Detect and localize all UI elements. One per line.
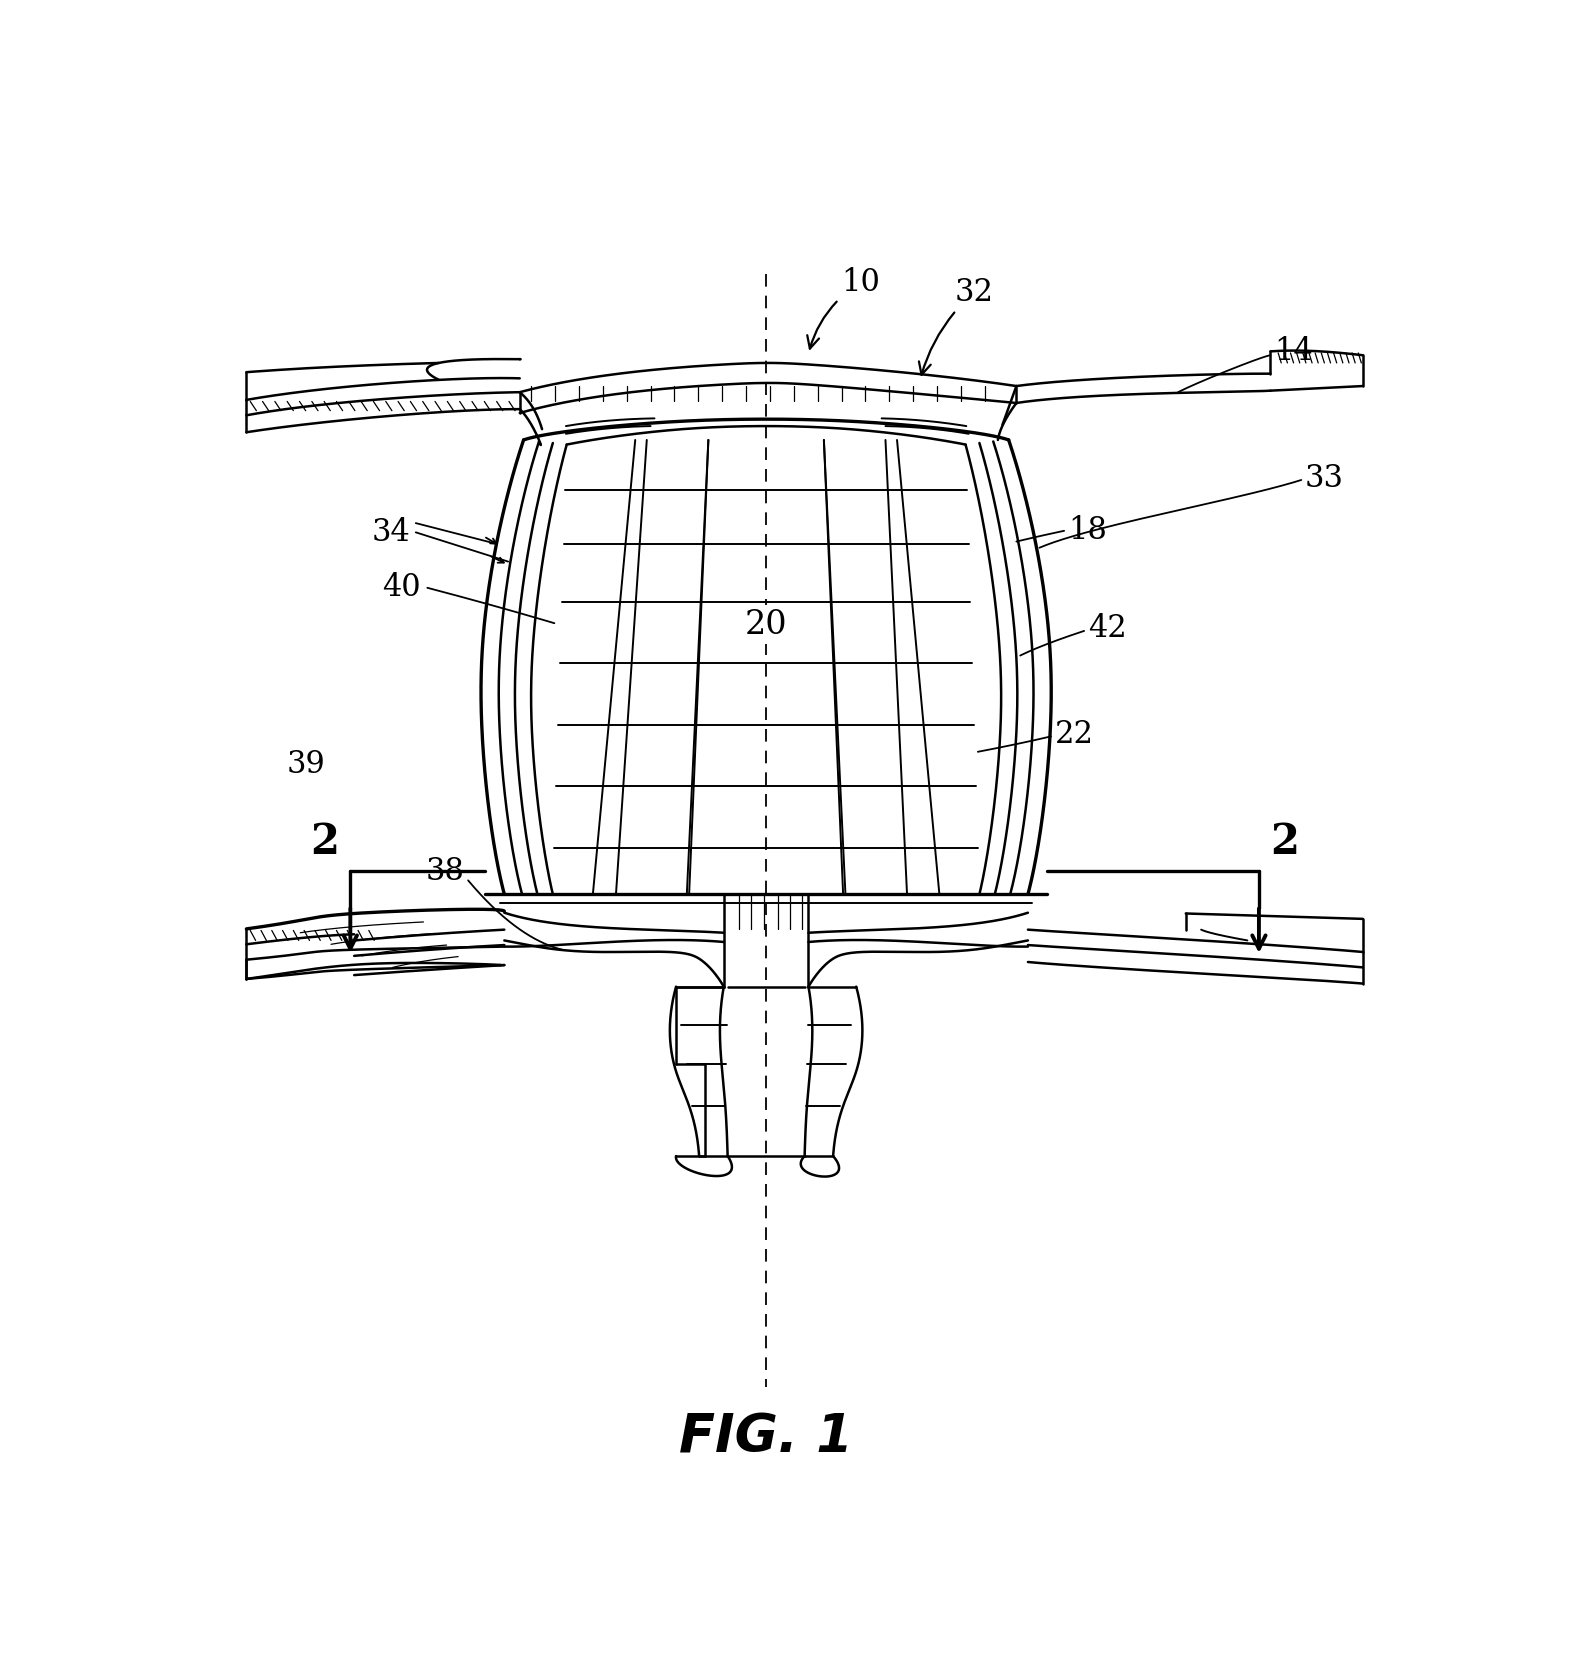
Text: 40: 40 xyxy=(383,572,421,604)
Text: 32: 32 xyxy=(918,277,994,376)
Text: 39: 39 xyxy=(287,750,327,780)
Text: 2: 2 xyxy=(1270,820,1298,864)
Text: 42: 42 xyxy=(1088,614,1127,644)
Text: FIG. 1: FIG. 1 xyxy=(680,1410,853,1462)
Text: 33: 33 xyxy=(1305,463,1344,495)
Text: 34: 34 xyxy=(372,517,410,548)
Text: 10: 10 xyxy=(807,267,881,349)
Text: 2: 2 xyxy=(311,820,339,864)
Text: 18: 18 xyxy=(1068,515,1107,547)
Text: 38: 38 xyxy=(425,855,465,887)
Text: 20: 20 xyxy=(744,609,788,641)
Text: 22: 22 xyxy=(1055,718,1094,750)
Text: 14: 14 xyxy=(1275,335,1313,367)
